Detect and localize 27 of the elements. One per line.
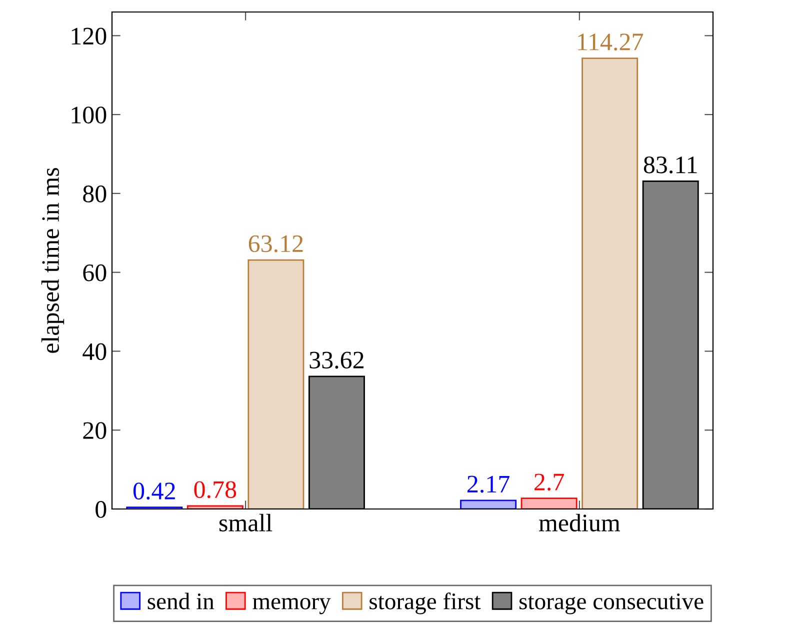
data-label: 0.78 <box>194 481 236 498</box>
y-tick-label: 80 <box>83 185 106 202</box>
y-tick-label: 120 <box>72 28 106 45</box>
bar <box>582 58 638 509</box>
bar <box>186 505 244 509</box>
y-axis-title: elapsed time in ms <box>41 168 64 353</box>
data-label: 0.42 <box>133 482 175 500</box>
bar <box>248 259 304 509</box>
data-label: 33.62 <box>310 352 364 369</box>
y-tick-label: 100 <box>72 106 106 124</box>
legend-label: storage consecutive <box>520 593 704 614</box>
legend-label: storage first <box>370 592 481 614</box>
data-label: 63.12 <box>248 235 303 252</box>
x-tick-label: small <box>220 514 272 532</box>
y-tick-label: 0 <box>96 501 106 518</box>
y-tick-label: 20 <box>83 422 106 440</box>
data-label: 2.17 <box>468 476 510 493</box>
data-label: 114.27 <box>578 34 644 51</box>
legend-label: send in <box>148 592 214 610</box>
legend-label: memory <box>252 598 331 614</box>
bar <box>460 500 517 509</box>
data-label: 83.11 <box>644 156 697 174</box>
data-label: 2.7 <box>534 474 564 491</box>
bar <box>520 498 578 509</box>
x-tick-label: medium <box>539 514 620 532</box>
y-tick-label: 40 <box>82 343 106 360</box>
y-tick-label: 60 <box>83 264 106 282</box>
